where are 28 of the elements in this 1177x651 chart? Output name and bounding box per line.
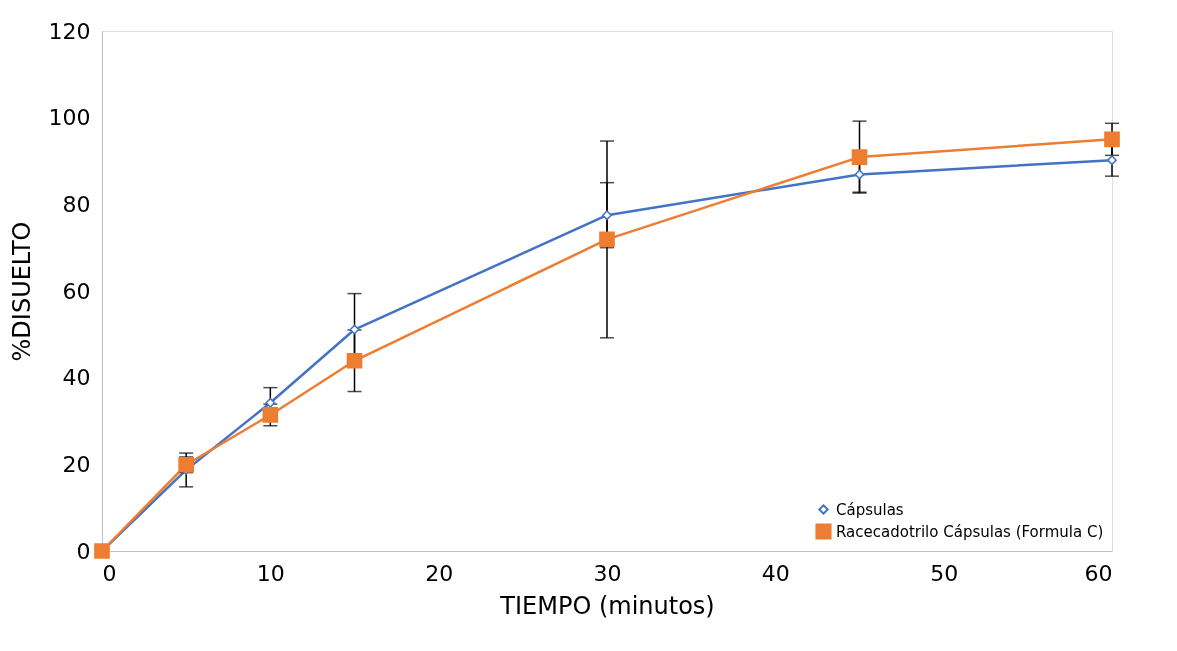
point [265, 397, 276, 408]
point [1107, 155, 1117, 166]
point [346, 352, 363, 369]
y-tick-label: 0 [76, 538, 91, 564]
point [602, 210, 612, 221]
x-axis-title: TIEMPO (minutos) [499, 591, 715, 620]
y-tick-label: 20 [62, 451, 91, 477]
x-tick-label: 20 [425, 560, 454, 586]
legend-label: Racecadotrilo Cápsulas (Formula C) [836, 522, 1104, 541]
x-tick-label: 50 [930, 560, 959, 586]
x-tick-label: 10 [256, 560, 285, 586]
y-tick-label: 60 [62, 278, 91, 304]
point [262, 407, 279, 423]
y-axis-title: %DISUELTO [7, 221, 36, 362]
x-tick-label: 60 [1084, 560, 1113, 586]
y-tick-label: 100 [48, 105, 91, 131]
point [1104, 131, 1120, 148]
y-tick-label: 120 [48, 18, 91, 44]
x-tick-label: 40 [761, 560, 790, 586]
point [851, 149, 868, 165]
point [599, 231, 615, 248]
y-tick-label: 40 [62, 365, 91, 391]
point [349, 324, 360, 335]
x-tick-label: 30 [593, 560, 622, 586]
point [854, 169, 865, 180]
x-tick-label: 0 [102, 560, 117, 586]
y-tick-label: 80 [62, 191, 91, 217]
legend-label: Cápsulas [836, 500, 904, 519]
